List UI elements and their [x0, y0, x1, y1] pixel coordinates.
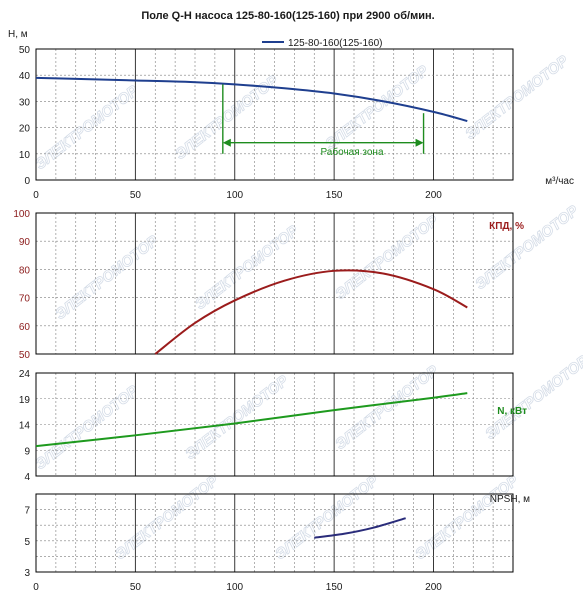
qh-ylabel: Н, м	[8, 29, 28, 40]
series-line	[154, 269, 468, 355]
x-tick-label: 200	[425, 582, 442, 593]
y-tick-label: 14	[19, 421, 31, 432]
x-tick-label: 150	[326, 582, 343, 593]
y-tick-label: 70	[19, 294, 31, 305]
y-tick-label: 20	[19, 124, 31, 135]
efficiency-ylabel: КПД, %	[489, 221, 524, 232]
y-tick-label: 90	[19, 237, 31, 248]
watermark-text: ЭЛЕКТРОМОТОР	[462, 52, 572, 143]
x-tick-label: 50	[130, 190, 142, 201]
y-tick-label: 19	[19, 395, 31, 406]
plot-frame	[35, 493, 514, 573]
plot-frame	[35, 212, 514, 355]
watermark-text: ЭЛЕКТРОМОТОР	[332, 212, 442, 303]
working-zone-label: Рабочая зона	[320, 146, 383, 158]
series-line	[35, 76, 468, 123]
qh-legend: 125-80-160(125-160)	[262, 38, 383, 49]
y-tick-label: 30	[19, 97, 31, 108]
plot-frame	[35, 372, 514, 477]
watermark-text: ЭЛЕКТРОМОТОР	[112, 472, 222, 563]
y-tick-label: 9	[24, 446, 30, 457]
x-tick-label: 100	[226, 190, 243, 201]
power-panel: 4 9 14 19 24	[19, 369, 514, 483]
y-tick-label: 4	[24, 472, 30, 483]
x-tick-label: 150	[326, 190, 343, 201]
chart-title: Поле Q-H насоса 125-80-160(125-160) при …	[141, 10, 434, 22]
watermark-text: ЭЛЕКТРОМОТОР	[412, 472, 522, 563]
power-ylabel: N, кВт	[497, 406, 527, 417]
x-tick-label: 0	[33, 582, 39, 593]
y-tick-label: 24	[19, 369, 31, 380]
qh-legend-label: 125-80-160(125-160)	[288, 38, 383, 49]
watermark-text: ЭЛЕКТРОМОТОР	[272, 472, 382, 563]
watermark-text: ЭЛЕКТРОМОТОР	[472, 202, 582, 293]
working-zone-arrowhead-left	[222, 138, 231, 147]
y-tick-label: 5	[24, 537, 30, 548]
y-tick-label: 80	[19, 265, 31, 276]
x-tick-label: 50	[130, 582, 142, 593]
npsh-ylabel: NPSH, м	[490, 494, 530, 505]
watermark-text: ЭЛЕКТРОМОТОР	[172, 72, 282, 163]
y-tick-label: 0	[24, 176, 30, 187]
y-tick-label: 7	[24, 506, 30, 517]
y-tick-label: 3	[24, 568, 30, 579]
series-line	[314, 517, 406, 539]
y-tick-label: 50	[19, 45, 31, 56]
working-zone-arrowhead-right	[415, 138, 424, 147]
plot-frame	[35, 48, 514, 181]
watermark-text: ЭЛЕКТРОМОТОР	[192, 222, 302, 313]
x-tick-label: 100	[226, 582, 243, 593]
y-tick-label: 40	[19, 71, 31, 82]
y-tick-label: 10	[19, 150, 31, 161]
y-tick-label: 60	[19, 322, 31, 333]
x-tick-label: 0	[33, 190, 39, 201]
efficiency-panel: 50 60 70 80 90 100	[13, 209, 514, 361]
watermark-text: ЭЛЕКТРОМОТОР	[52, 232, 162, 323]
qh-panel: 0 10 20 30 40 50 0 50 100 150 200	[19, 45, 514, 201]
qh-xlabel: м³/час	[545, 176, 574, 187]
series-line	[35, 392, 468, 448]
watermark-layer: ЭЛЕКТРОМОТОР ЭЛЕКТРОМОТОР ЭЛЕКТРОМОТОР ЭЛЕК…	[32, 51, 583, 563]
npsh-panel: 3 5 7 0 50 100 150 200	[24, 493, 514, 593]
y-tick-label: 100	[13, 209, 30, 220]
watermark-text: ЭЛЕКТРОМОТОР	[32, 382, 142, 473]
watermark-text: ЭЛЕКТРОМОТОР	[482, 352, 583, 443]
x-tick-label: 200	[425, 190, 442, 201]
y-tick-label: 50	[19, 350, 31, 361]
